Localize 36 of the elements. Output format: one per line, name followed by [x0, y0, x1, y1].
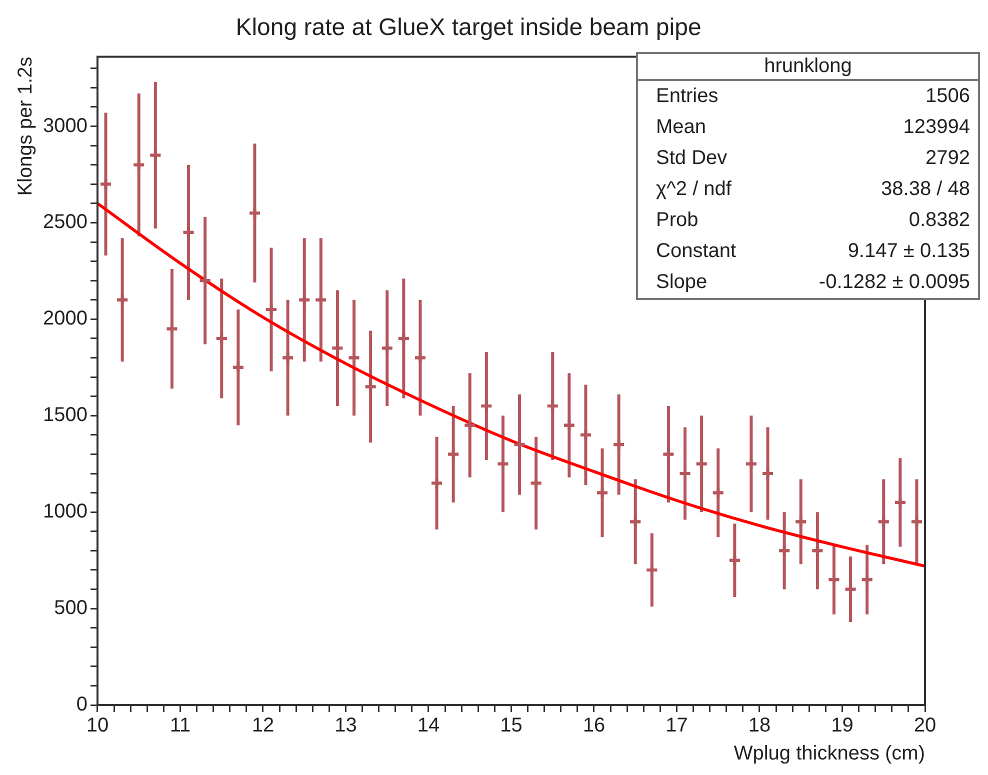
annotation: 38.38 / 48 [881, 177, 970, 202]
x-tick-label: 18 [748, 714, 771, 737]
x-tick-label: 13 [334, 714, 357, 737]
annotation: Mean [656, 115, 706, 140]
y-tick-label: 500 [54, 597, 88, 620]
text: 1506 [926, 84, 970, 109]
x-tick-label: 10 [86, 714, 109, 737]
y-tick-label: 1000 [42, 500, 88, 523]
x-axis-title: Wplug thickness (cm) [734, 742, 925, 765]
annotation: hrunklong [638, 54, 978, 81]
y-tick-label: 1500 [42, 404, 88, 426]
y-tick-label: 3000 [42, 114, 88, 137]
x-tick-label: 20 [914, 714, 936, 737]
annotation: 9.147 ± 0.135 [848, 239, 970, 264]
annotation: Constant [656, 239, 736, 264]
y-tick-label: 2000 [42, 308, 88, 330]
y-axis-title: Klongs per 1.2s [14, 56, 37, 196]
x-tick-label: 11 [170, 714, 191, 737]
annotation: χ^2 / ndf [656, 177, 732, 202]
y-tick-label: 0 [76, 694, 88, 716]
text: 2792 [926, 146, 970, 171]
annotation: 0.8382 [908, 208, 970, 233]
annotation: Slope [656, 270, 708, 295]
x-tick-label: 15 [500, 714, 522, 737]
chart-title: Klong rate at GlueX target inside beam pipe [236, 14, 702, 42]
annotation: 123994 [903, 115, 970, 140]
annotation: Prob [656, 208, 698, 233]
x-tick-label: 14 [417, 714, 440, 737]
x-tick-label: 19 [831, 714, 854, 737]
x-tick-label: 12 [252, 714, 274, 737]
y-tick-label: 2500 [42, 211, 88, 234]
annotation: -0.1282 ± 0.0095 [818, 270, 970, 295]
annotation: Entries [656, 84, 718, 109]
x-tick-label: 17 [666, 714, 688, 737]
annotation: Std Dev [656, 146, 728, 171]
x-tick-label: 16 [582, 714, 606, 737]
